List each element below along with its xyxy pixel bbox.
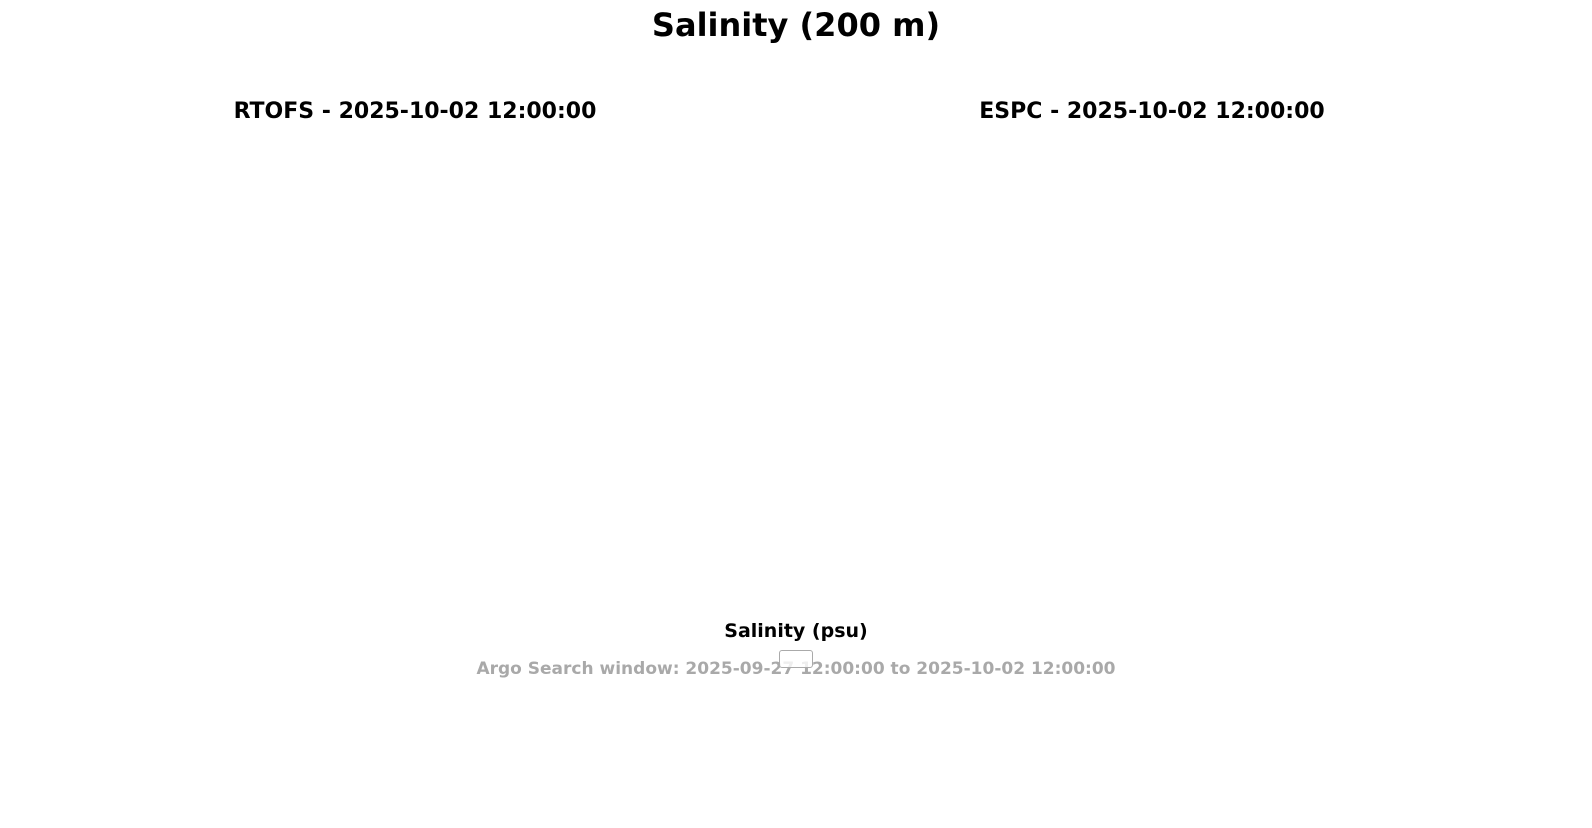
panel-title-rtofs: RTOFS - 2025-10-02 12:00:00 [233, 99, 597, 124]
watermark-text: Argo Search window: 2025-09-27 12:00:00 … [476, 659, 1116, 679]
map-rtofs [85, 130, 745, 515]
legend [779, 650, 813, 668]
figure-title: Salinity (200 m) [651, 6, 941, 44]
panel-title-espc: ESPC - 2025-10-02 12:00:00 [979, 99, 1325, 124]
colorbar [95, 566, 1477, 624]
map-panel-espc: ESPC - 2025-10-02 12:00:00 [822, 99, 1482, 515]
map-panel-rtofs: RTOFS - 2025-10-02 12:00:00 [85, 99, 745, 515]
map-espc [822, 130, 1122, 280]
colorbar-label: Salinity (psu) [724, 620, 868, 642]
